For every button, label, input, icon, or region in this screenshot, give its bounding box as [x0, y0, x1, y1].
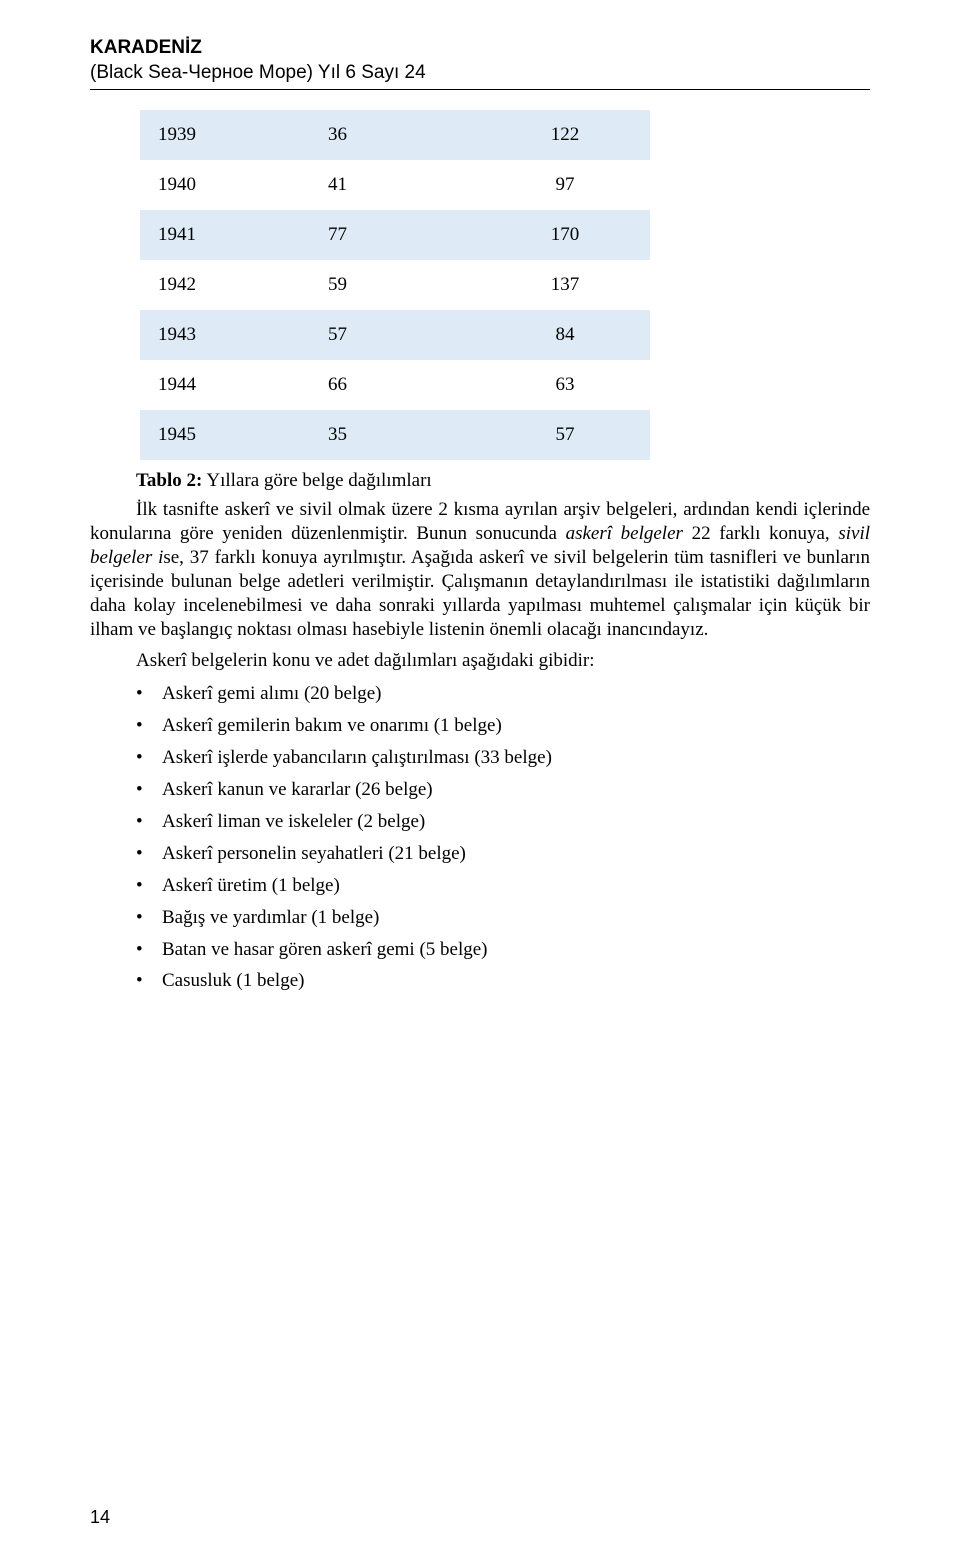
list-item: Askerî gemi alımı (20 belge)	[136, 678, 870, 710]
table-cell: 170	[480, 210, 650, 260]
table-cell: 1945	[140, 410, 310, 460]
list-item: Askerî kanun ve kararlar (26 belge)	[136, 774, 870, 806]
journal-title: KARADENİZ	[90, 37, 202, 58]
table-cell: 122	[480, 110, 650, 160]
table-row: 19435784	[140, 310, 650, 360]
table-cell: 1940	[140, 160, 310, 210]
list-item: Casusluk (1 belge)	[136, 965, 870, 997]
table-cell: 35	[310, 410, 480, 460]
table-cell: 84	[480, 310, 650, 360]
table-cell: 36	[310, 110, 480, 160]
table-row: 19453557	[140, 410, 650, 460]
table-cell: 1944	[140, 360, 310, 410]
caption-text: Yıllara göre belge dağılımları	[202, 470, 431, 491]
table-row: 193936122	[140, 110, 650, 160]
page-number: 14	[90, 1507, 110, 1528]
table-cell: 66	[310, 360, 480, 410]
body-paragraph-1: İlk tasnifte askerî ve sivil olmak üzere…	[90, 498, 870, 642]
list-item: Askerî gemilerin bakım ve onarımı (1 bel…	[136, 710, 870, 742]
caption-label: Tablo 2:	[136, 470, 202, 491]
list-item: Askerî üretim (1 belge)	[136, 870, 870, 902]
table-cell: 1941	[140, 210, 310, 260]
table-cell: 1942	[140, 260, 310, 310]
table-row: 19404197	[140, 160, 650, 210]
table-row: 19446663	[140, 360, 650, 410]
table-cell: 57	[480, 410, 650, 460]
table-cell: 41	[310, 160, 480, 210]
list-item: Askerî liman ve iskeleler (2 belge)	[136, 806, 870, 838]
year-distribution-table: 1939361221940419719417717019425913719435…	[140, 110, 650, 460]
table-cell: 97	[480, 160, 650, 210]
list-item: Askerî personelin seyahatleri (21 belge)	[136, 838, 870, 870]
table-row: 194259137	[140, 260, 650, 310]
list-item: Batan ve hasar gören askerî gemi (5 belg…	[136, 934, 870, 966]
table-cell: 63	[480, 360, 650, 410]
bullet-intro-line: Askerî belgelerin konu ve adet dağılımla…	[136, 650, 870, 672]
table-row: 194177170	[140, 210, 650, 260]
table-cell: 137	[480, 260, 650, 310]
table-cell: 57	[310, 310, 480, 360]
list-item: Bağış ve yardımlar (1 belge)	[136, 902, 870, 934]
list-item: Askerî işlerde yabancıların çalıştırılma…	[136, 742, 870, 774]
bullet-list: Askerî gemi alımı (20 belge)Askerî gemil…	[136, 678, 870, 997]
journal-subtitle: (Black Sea-Черное Море) Yıl 6 Sayı 24	[90, 62, 426, 83]
table-cell: 1943	[140, 310, 310, 360]
table-caption: Tablo 2: Yıllara göre belge dağılımları	[136, 470, 870, 492]
table-cell: 59	[310, 260, 480, 310]
journal-header: KARADENİZ (Black Sea-Черное Море) Yıl 6 …	[90, 36, 870, 90]
table-cell: 77	[310, 210, 480, 260]
table-cell: 1939	[140, 110, 310, 160]
